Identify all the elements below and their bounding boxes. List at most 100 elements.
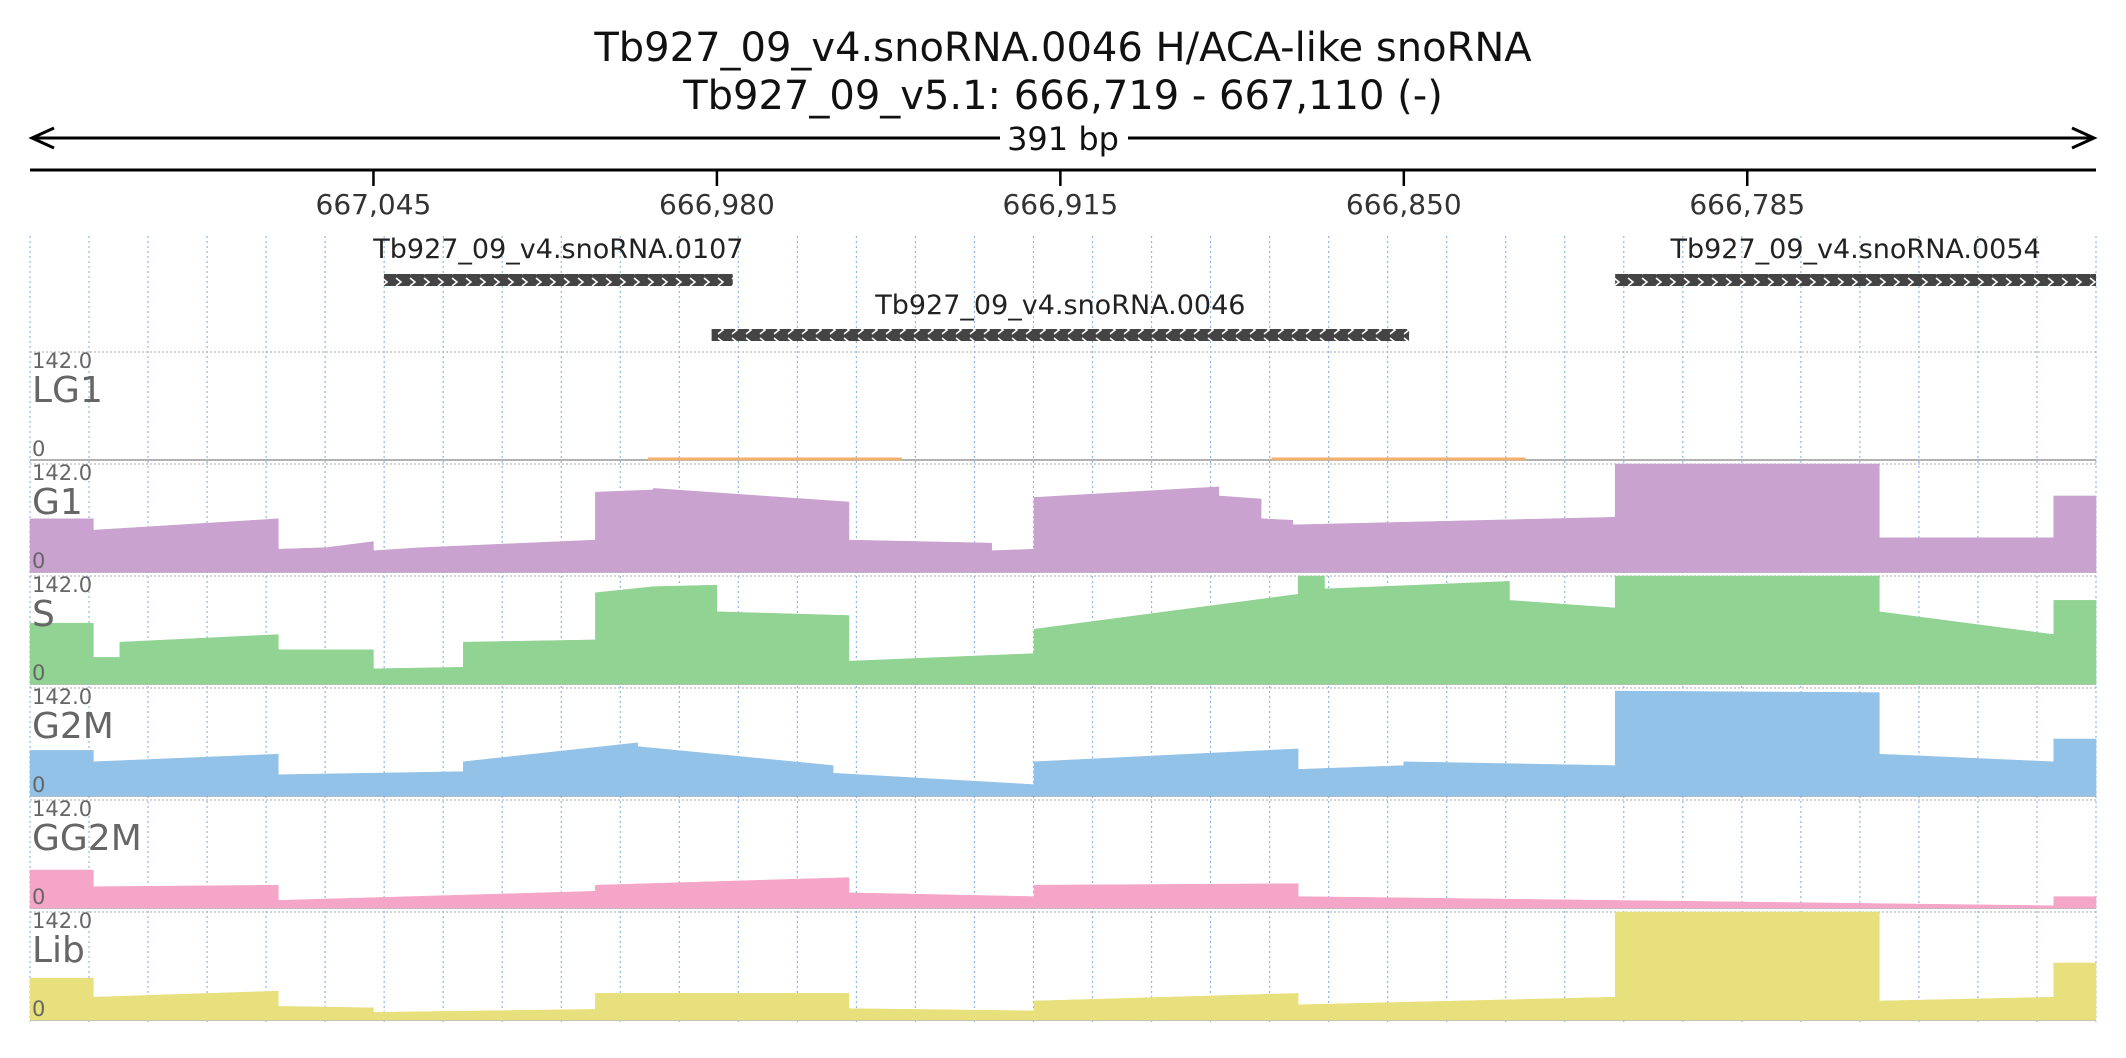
chart-subtitle: Tb927_09_v5.1: 666,719 - 667,110 (-)	[683, 73, 1443, 119]
track-min-label: 0	[32, 773, 45, 797]
coverage-segment	[29, 977, 94, 1021]
coverage-segment	[1614, 575, 1880, 685]
coverage-segment	[1271, 457, 1526, 461]
gene-bar	[711, 329, 1410, 341]
coverage-segment	[653, 584, 718, 685]
coverage-segment	[373, 547, 422, 573]
coverage-segment	[1297, 765, 1405, 797]
track-s: 142.0S 0	[29, 573, 2097, 685]
gene-bar	[1615, 274, 2096, 286]
coverage-segment	[1403, 761, 1616, 797]
coverage-segment	[1260, 518, 1294, 573]
gene-label: Tb927_09_v4.snoRNA.0107	[372, 234, 743, 265]
coverage-segment	[29, 622, 94, 685]
track-min-label: 0	[32, 437, 45, 461]
coverage-segment	[93, 753, 279, 797]
coverage-segment	[93, 990, 279, 1021]
coverage-segment	[1509, 600, 1616, 685]
coverage-segment	[1033, 486, 1220, 573]
coverage-tracks: 142.0LG10142.0G10142.0S0142.0G2M0142.0GG…	[29, 349, 2097, 1021]
coverage-segment	[1879, 753, 2054, 797]
track-name: Lib	[32, 930, 85, 971]
coverage-segment	[1879, 996, 2054, 1021]
coverage-segment	[1614, 463, 1880, 573]
gene-label: Tb927_09_v4.snoRNA.0054	[1669, 234, 2040, 265]
gene-annotations: Tb927_09_v4.snoRNA.0107 Tb927_09_v4.snoRN…	[372, 234, 2096, 341]
coverage-segment	[93, 657, 121, 685]
coverage-segment	[595, 877, 850, 909]
track-min-label: 0	[32, 885, 45, 909]
coverage-segment	[2053, 495, 2097, 573]
track-max-label: 142.0	[32, 797, 92, 821]
coverage-segment	[1879, 611, 2054, 685]
coverage-segment	[848, 892, 1035, 909]
coverage-segment	[832, 772, 1035, 797]
coverage-segment	[1297, 996, 1616, 1021]
track-max-label: 142.0	[32, 573, 92, 597]
track-max-label: 142.0	[32, 461, 92, 485]
track-min-label: 0	[32, 997, 45, 1021]
axis-tick-label: 666,785	[1689, 188, 1805, 221]
track-name: G1	[32, 482, 83, 523]
coverage-segment	[1879, 537, 2054, 573]
coverage-segment	[420, 539, 596, 573]
coverage-segment	[278, 771, 464, 797]
coverage-segment	[29, 869, 94, 909]
coverage-segment	[463, 639, 596, 685]
track-min-label: 0	[32, 549, 45, 573]
coverage-segment	[1292, 516, 1616, 573]
span-length-label: 391 bp	[1007, 120, 1119, 158]
coverage-segment	[119, 634, 279, 685]
coverage-segment	[848, 653, 1035, 685]
coverage-segment	[278, 649, 374, 685]
axis-tick-label: 667,045	[316, 188, 432, 221]
track-g1: 142.0G1 0	[29, 461, 2097, 573]
chart-title: Tb927_09_v4.snoRNA.0046 H/ACA-like snoRN…	[594, 25, 1532, 71]
coverage-segment	[653, 488, 850, 573]
coverage-segment	[373, 667, 464, 685]
axis-tick-label: 666,915	[1002, 188, 1118, 221]
coverage-segment	[1614, 911, 1880, 1021]
track-name: S	[32, 594, 55, 635]
gene-bar	[384, 274, 733, 286]
coverage-segment	[325, 541, 374, 573]
coverage-segment	[637, 746, 834, 797]
coverage-segment	[2053, 600, 2097, 685]
coverage-segment	[2053, 738, 2097, 797]
coverage-segment	[278, 891, 596, 909]
coverage-segment	[93, 518, 279, 573]
axis-tick-label: 666,850	[1346, 188, 1462, 221]
coverage-segment	[848, 539, 992, 573]
coverage-segment	[278, 1006, 374, 1021]
coverage-segment	[1033, 883, 1299, 909]
coverage-segment	[1033, 593, 1299, 685]
coverage-segment	[2053, 896, 2097, 909]
coverage-segment	[595, 489, 654, 573]
coverage-segment	[2053, 962, 2097, 1021]
span-arrow-head-right	[2071, 126, 2098, 150]
gene-label: Tb927_09_v4.snoRNA.0046	[874, 290, 1245, 321]
span-arrow: 391 bp	[28, 120, 2098, 158]
coverage-segment	[716, 611, 850, 685]
track-name: GG2M	[32, 818, 142, 859]
coverage-segment	[373, 1009, 596, 1021]
coverage-segment	[1297, 896, 2054, 909]
coverage-segment	[29, 518, 94, 573]
coverage-segment	[647, 457, 903, 461]
coverage-segment	[1033, 993, 1299, 1021]
coverage-segment	[1218, 495, 1262, 573]
track-name: G2M	[32, 706, 114, 747]
coverage-segment	[463, 742, 638, 797]
coverage-segment	[1614, 690, 1880, 797]
coordinate-axis: 667,045 666,980 666,915 666,850 666,785	[30, 168, 2096, 221]
coverage-segment	[1033, 748, 1299, 797]
coverage-segment	[595, 586, 654, 685]
span-arrow-head-left	[28, 126, 55, 150]
coverage-segment	[93, 884, 279, 909]
track-name: LG1	[32, 370, 103, 411]
